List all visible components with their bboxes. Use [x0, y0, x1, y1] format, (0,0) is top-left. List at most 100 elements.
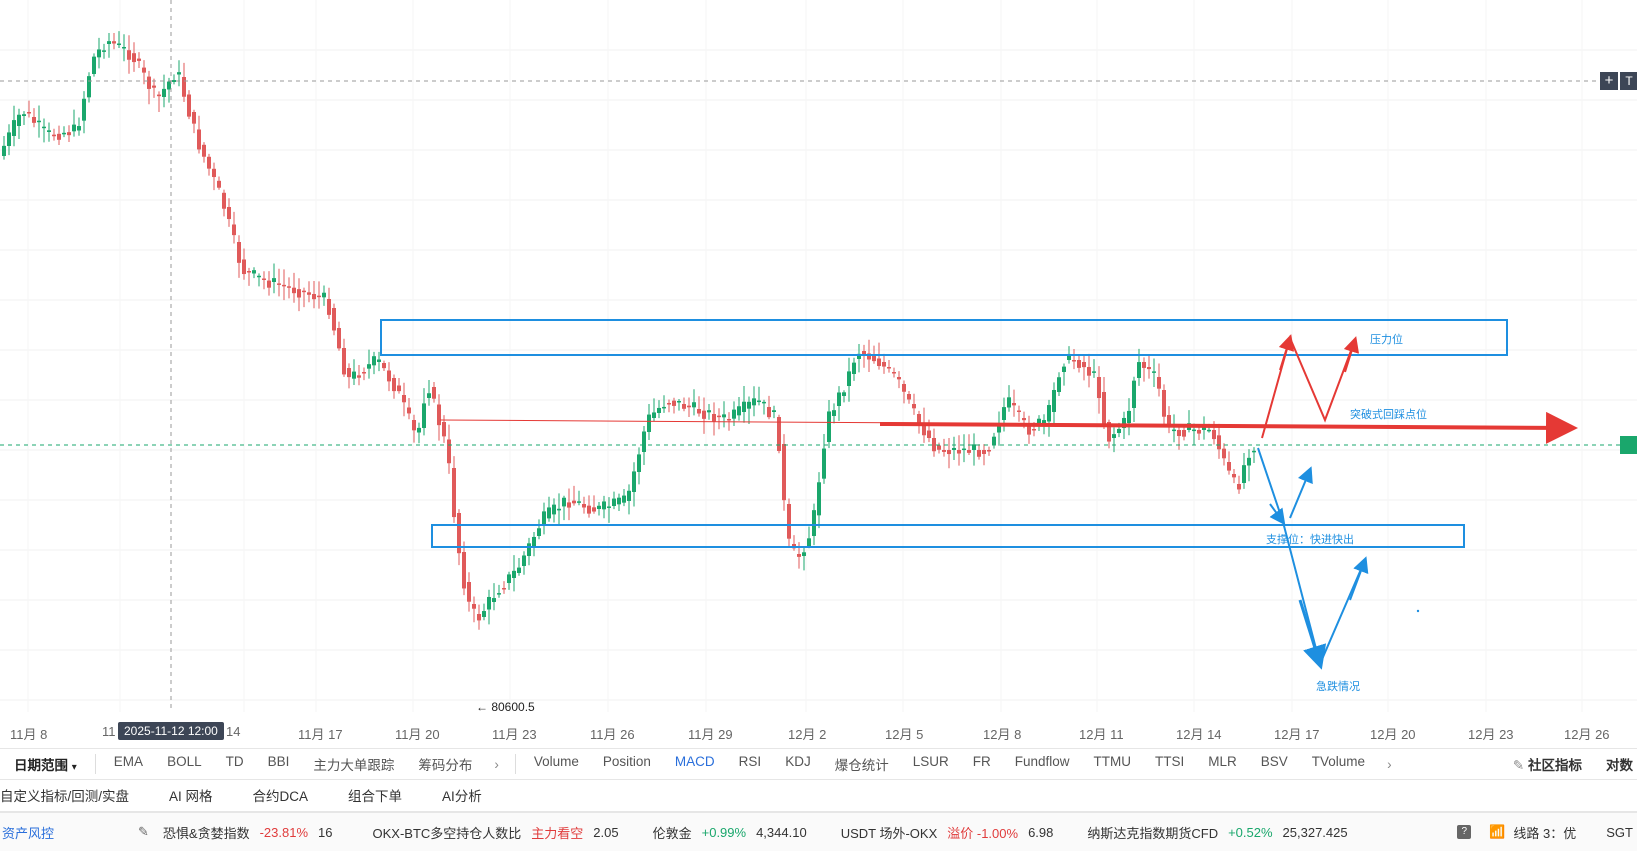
candle-body	[1062, 366, 1066, 372]
sub-indicator-tab[interactable]: TVolume	[1311, 754, 1366, 769]
candle-body	[117, 43, 121, 46]
candle-body	[787, 504, 791, 539]
candle-body	[907, 394, 911, 400]
gold-ticker[interactable]: 伦敦金 +0.99% 4,344.10	[653, 823, 841, 842]
candle-body	[402, 395, 406, 403]
candle-body	[552, 504, 556, 515]
candle-body	[932, 438, 936, 452]
candle-body	[772, 410, 776, 412]
sub-indicator-tab[interactable]: FR	[972, 754, 991, 769]
chart-canvas[interactable]	[0, 0, 1637, 712]
community-indicators-button[interactable]: ✎ 社区指标	[1501, 754, 1594, 774]
sub-indicator-tab[interactable]: BSV	[1260, 754, 1288, 769]
edit-icon[interactable]: ✎	[138, 824, 149, 839]
candle-body	[1242, 465, 1246, 483]
sub-indicator-tab[interactable]: Position	[602, 754, 651, 769]
candle-body	[1232, 474, 1236, 478]
candle-body	[2, 145, 6, 156]
candle-body	[417, 427, 421, 433]
candle-body	[237, 242, 241, 263]
candle-body	[847, 371, 851, 386]
candle-body	[297, 289, 301, 298]
candle-body	[942, 450, 946, 452]
x-axis-tick-label: 11月 20	[395, 727, 440, 742]
candle-body	[1002, 407, 1006, 420]
chevron-right-icon[interactable]: ›	[494, 756, 499, 772]
compare-button[interactable]: 对数	[1606, 758, 1633, 773]
main-indicator-tab[interactable]: BBI	[267, 754, 290, 769]
candle-body	[747, 401, 751, 409]
x-axis-tick-label: 14	[226, 724, 241, 739]
tool-button[interactable]: 组合下单	[348, 789, 403, 804]
candle-body	[812, 510, 816, 536]
sub-indicator-tab[interactable]: MACD	[674, 754, 715, 769]
candle-body	[322, 292, 326, 298]
ticker-label: OKX-BTC多空持仓人数比	[372, 825, 522, 841]
candle-body	[1082, 362, 1086, 368]
help-icon[interactable]: ?	[1457, 825, 1472, 839]
candle-body	[317, 295, 321, 298]
candle-body	[982, 450, 986, 455]
add-icon[interactable]: +	[1600, 72, 1618, 90]
tool-button[interactable]: AI 网格	[169, 789, 213, 804]
candle-body	[1077, 360, 1081, 368]
main-indicator-tab[interactable]: BOLL	[167, 754, 202, 769]
sub-indicator-tab[interactable]: LSUR	[912, 754, 949, 769]
candle-body	[262, 278, 266, 280]
candle-body	[212, 168, 216, 178]
nasdaq-ticker[interactable]: 纳斯达克指数期货CFD +0.52% 25,327.425	[1087, 823, 1357, 842]
candle-body	[447, 439, 451, 464]
sub-indicator-tab[interactable]: TTSI	[1155, 754, 1185, 769]
date-range-dropdown[interactable]: 日期范围 ▾	[0, 754, 89, 774]
candle-body	[227, 207, 231, 220]
candle-body	[182, 77, 186, 97]
risk-control-link[interactable]: 资产风控	[2, 825, 55, 841]
main-indicator-tab[interactable]: 筹码分布	[418, 758, 473, 773]
candle-body	[167, 81, 171, 90]
candle-body	[952, 447, 956, 450]
sub-indicator-tab[interactable]: Fundflow	[1014, 754, 1070, 769]
sub-indicator-tab[interactable]: KDJ	[785, 754, 811, 769]
candle-body	[442, 422, 446, 437]
fear-greed-ticker[interactable]: 恐惧&贪婪指数 -23.81% 16	[163, 823, 373, 842]
candle-body	[902, 384, 906, 392]
sub-indicator-tab[interactable]: RSI	[738, 754, 762, 769]
candle-body	[1157, 377, 1161, 389]
candle-body	[7, 132, 11, 146]
candle-body	[1172, 429, 1176, 432]
candle-body	[627, 490, 631, 501]
main-indicator-tab[interactable]: TD	[225, 754, 244, 769]
candle-body	[1012, 403, 1016, 406]
candle-body	[1237, 484, 1241, 490]
main-indicator-tab[interactable]: 主力大单跟踪	[313, 758, 395, 773]
sub-indicator-tab[interactable]: MLR	[1208, 754, 1237, 769]
tool-icon[interactable]: T	[1620, 72, 1637, 90]
candle-body	[502, 588, 506, 590]
candle-body	[757, 400, 761, 403]
candle-body	[967, 450, 971, 453]
candle-body	[92, 56, 96, 74]
sub-indicator-tab[interactable]: Volume	[533, 754, 579, 769]
usdt-ticker[interactable]: USDT 场外-OKX 溢价 -1.00% 6.98	[841, 823, 1088, 842]
ticker-change: -23.81%	[259, 824, 309, 840]
long-short-ticker[interactable]: OKX-BTC多空持仓人数比 主力看空 2.05	[372, 823, 652, 842]
chevron-right-icon[interactable]: ›	[1387, 756, 1392, 772]
candle-body	[522, 555, 526, 566]
ticker-change: +0.99%	[701, 824, 747, 840]
candle-body	[1017, 410, 1021, 412]
candle-body	[382, 363, 386, 369]
candle-body	[752, 398, 756, 406]
candlestick-chart[interactable]: 压力位 突破式回踩点位 支撑位：快进快出 急跌情况 ← 80600.5 + T	[0, 0, 1637, 712]
tool-button[interactable]: AI分析	[442, 789, 482, 804]
network-line-label[interactable]: 线路 3：优	[1513, 825, 1577, 841]
tool-button[interactable]: 合约DCA	[252, 789, 309, 804]
timezone-label[interactable]: SGT	[1606, 824, 1633, 840]
tool-button[interactable]: 自定义指标/回测/实盘	[0, 789, 130, 804]
candle-body	[687, 405, 691, 408]
candle-body	[1037, 418, 1041, 427]
sub-indicator-tab[interactable]: 爆仓统计	[834, 758, 889, 773]
candle-body	[1042, 420, 1046, 424]
candle-body	[762, 401, 766, 404]
main-indicator-tab[interactable]: EMA	[113, 754, 144, 769]
sub-indicator-tab[interactable]: TTMU	[1093, 754, 1132, 769]
